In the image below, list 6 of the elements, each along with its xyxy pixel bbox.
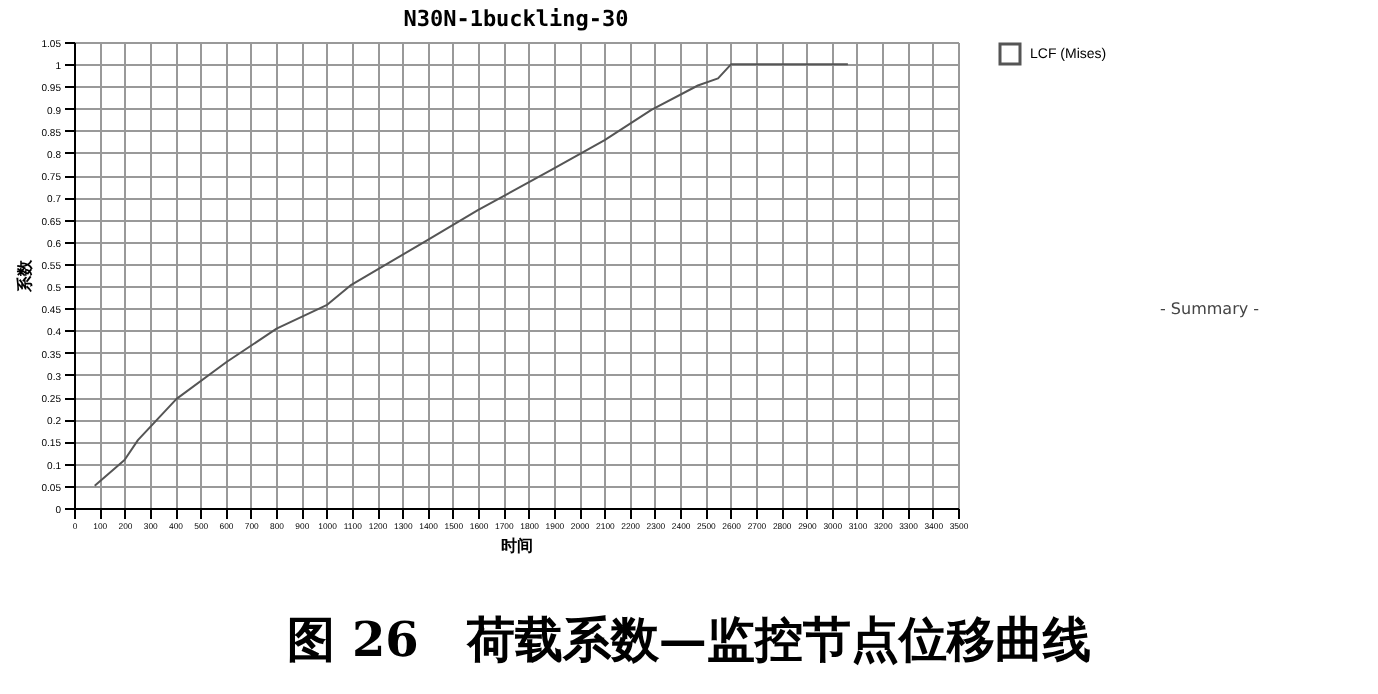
y-axis-title: 系数 [15,258,34,294]
line-series [93,63,849,487]
text: - Summary - [1160,300,1260,318]
chart-title: N30N-1buckling-30 [403,6,629,32]
x-axis-title: 时间 [501,537,533,556]
caption: 图 26 荷载系数—监控节点位移曲线 [285,608,1093,672]
